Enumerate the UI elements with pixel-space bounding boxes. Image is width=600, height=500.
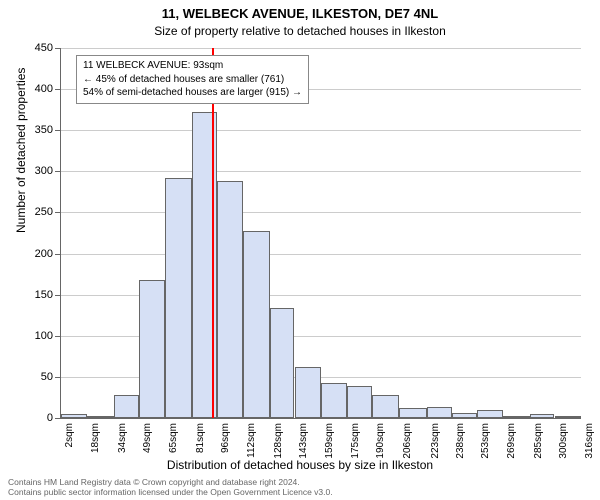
x-tick-label: 18sqm: [90, 423, 101, 453]
histogram-bar: [114, 395, 139, 418]
gridline: [61, 130, 581, 131]
y-tick-label: 0: [23, 412, 53, 424]
x-tick-label: 65sqm: [168, 423, 179, 453]
y-tick-label: 350: [23, 124, 53, 136]
x-tick-label: 96sqm: [220, 423, 231, 453]
histogram-bar: [243, 231, 269, 418]
histogram-bar: [372, 395, 398, 418]
histogram-bar: [347, 386, 372, 418]
gridline: [61, 171, 581, 172]
x-tick-label: 285sqm: [533, 423, 544, 459]
x-tick-label: 238sqm: [455, 423, 466, 459]
x-tick-label: 49sqm: [142, 423, 153, 453]
histogram-bar: [139, 280, 165, 418]
y-tick-label: 250: [23, 206, 53, 218]
x-tick-label: 269sqm: [506, 423, 517, 459]
y-tick-label: 50: [23, 371, 53, 383]
x-tick-label: 300sqm: [558, 423, 569, 459]
y-tick: [55, 336, 61, 337]
histogram-bar: [217, 181, 243, 418]
y-tick-label: 150: [23, 289, 53, 301]
histogram-bar: [452, 413, 477, 418]
x-axis-title: Distribution of detached houses by size …: [0, 458, 600, 472]
y-tick: [55, 254, 61, 255]
y-tick: [55, 130, 61, 131]
x-tick-label: 316sqm: [584, 423, 595, 459]
y-tick: [55, 48, 61, 49]
histogram-bar: [61, 414, 87, 418]
x-tick-label: 159sqm: [324, 423, 335, 459]
x-tick-label: 128sqm: [273, 423, 284, 459]
x-tick-label: 34sqm: [117, 423, 128, 453]
y-tick-label: 200: [23, 248, 53, 260]
footer-attribution: Contains HM Land Registry data © Crown c…: [8, 478, 333, 498]
x-tick-label: 81sqm: [195, 423, 206, 453]
chart-title-main: 11, WELBECK AVENUE, ILKESTON, DE7 4NL: [0, 6, 600, 21]
gridline: [61, 48, 581, 49]
histogram-bar: [530, 414, 555, 418]
info-line-2: ← 45% of detached houses are smaller (76…: [83, 73, 302, 87]
histogram-bar: [295, 367, 321, 418]
info-line-3: 54% of semi-detached houses are larger (…: [83, 86, 302, 100]
y-tick: [55, 377, 61, 378]
gridline: [61, 254, 581, 255]
x-tick-label: 253sqm: [480, 423, 491, 459]
x-tick-label: 223sqm: [430, 423, 441, 459]
histogram-bar: [399, 408, 427, 418]
x-tick-label: 190sqm: [375, 423, 386, 459]
x-tick-label: 2sqm: [64, 423, 75, 447]
x-tick-label: 112sqm: [246, 423, 257, 458]
property-marker-line: [212, 48, 214, 418]
histogram-bar: [503, 416, 529, 418]
footer-line-2: Contains public sector information licen…: [8, 488, 333, 498]
x-tick-label: 206sqm: [402, 423, 413, 459]
histogram-bar: [87, 416, 113, 418]
histogram-bar: [427, 407, 452, 419]
histogram-bar: [270, 308, 295, 418]
property-info-box: 11 WELBECK AVENUE: 93sqm← 45% of detache…: [76, 55, 309, 104]
y-tick-label: 300: [23, 165, 53, 177]
x-tick-label: 175sqm: [350, 423, 361, 459]
chart-title-sub: Size of property relative to detached ho…: [0, 24, 600, 38]
y-tick: [55, 418, 61, 419]
y-tick-label: 450: [23, 42, 53, 54]
y-tick: [55, 212, 61, 213]
plot-area: 0501001502002503003504004502sqm18sqm34sq…: [60, 48, 581, 419]
y-tick-label: 100: [23, 330, 53, 342]
y-tick: [55, 295, 61, 296]
histogram-bar: [321, 383, 347, 418]
info-line-1: 11 WELBECK AVENUE: 93sqm: [83, 59, 302, 73]
histogram-bar: [477, 410, 503, 418]
gridline: [61, 212, 581, 213]
y-tick-label: 400: [23, 83, 53, 95]
x-tick-label: 143sqm: [298, 423, 309, 459]
histogram-bar: [555, 416, 581, 418]
y-tick: [55, 171, 61, 172]
histogram-bar: [165, 178, 191, 418]
y-tick: [55, 89, 61, 90]
